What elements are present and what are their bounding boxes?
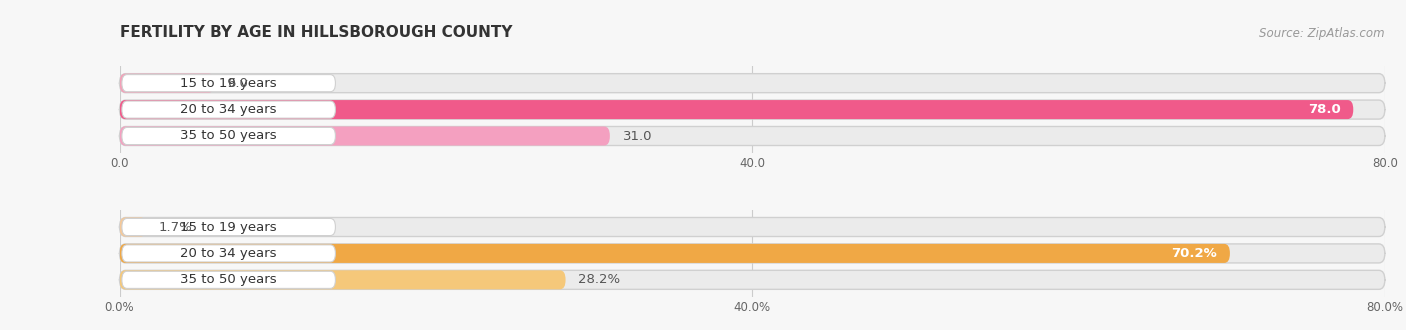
FancyBboxPatch shape	[120, 100, 1354, 119]
Text: 20 to 34 years: 20 to 34 years	[180, 103, 277, 116]
Text: FERTILITY BY AGE IN HILLSBOROUGH COUNTY: FERTILITY BY AGE IN HILLSBOROUGH COUNTY	[120, 25, 512, 40]
FancyBboxPatch shape	[120, 244, 1230, 263]
FancyBboxPatch shape	[120, 270, 1385, 289]
FancyBboxPatch shape	[120, 126, 1385, 146]
FancyBboxPatch shape	[120, 74, 215, 93]
Text: 6.0: 6.0	[228, 77, 247, 90]
FancyBboxPatch shape	[122, 245, 336, 262]
FancyBboxPatch shape	[122, 218, 336, 236]
Text: 1.7%: 1.7%	[159, 220, 193, 234]
Text: 31.0: 31.0	[623, 129, 652, 143]
FancyBboxPatch shape	[120, 217, 1385, 237]
Text: 20 to 34 years: 20 to 34 years	[180, 247, 277, 260]
Text: 15 to 19 years: 15 to 19 years	[180, 77, 277, 90]
Text: Source: ZipAtlas.com: Source: ZipAtlas.com	[1260, 27, 1385, 40]
FancyBboxPatch shape	[122, 127, 336, 145]
FancyBboxPatch shape	[120, 100, 1385, 119]
FancyBboxPatch shape	[122, 75, 336, 92]
FancyBboxPatch shape	[122, 101, 336, 118]
FancyBboxPatch shape	[122, 271, 336, 288]
Text: 15 to 19 years: 15 to 19 years	[180, 220, 277, 234]
FancyBboxPatch shape	[120, 126, 610, 146]
FancyBboxPatch shape	[120, 74, 1385, 93]
FancyBboxPatch shape	[120, 244, 1385, 263]
Text: 35 to 50 years: 35 to 50 years	[180, 129, 277, 143]
FancyBboxPatch shape	[120, 217, 146, 237]
Text: 78.0: 78.0	[1308, 103, 1341, 116]
Text: 35 to 50 years: 35 to 50 years	[180, 273, 277, 286]
Text: 70.2%: 70.2%	[1171, 247, 1218, 260]
FancyBboxPatch shape	[120, 270, 565, 289]
Text: 28.2%: 28.2%	[578, 273, 620, 286]
